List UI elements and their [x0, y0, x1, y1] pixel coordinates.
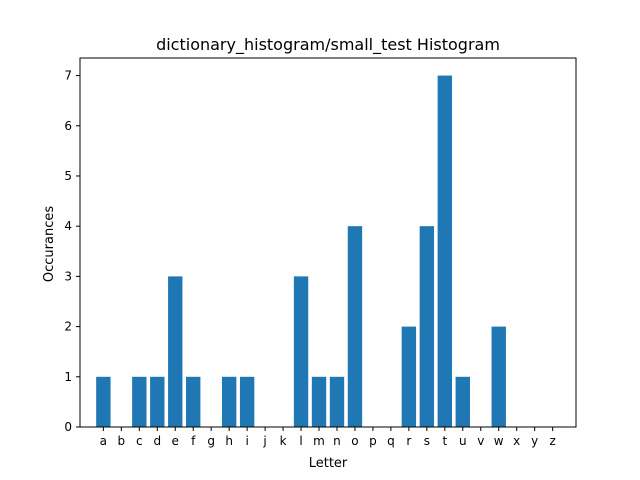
- x-tick-label-e: e: [172, 434, 179, 448]
- y-tick-label-2: 2: [64, 320, 72, 334]
- x-tick-label-b: b: [118, 434, 126, 448]
- plot-area: a b c d e f g h i j k l m n o p q r s t u v w x y z 0 1 2 3 4 5 6 7: [64, 57, 577, 448]
- x-tick-label-i: i: [245, 434, 248, 448]
- x-tick-label-w: w: [494, 434, 504, 448]
- bar-r: [401, 326, 417, 427]
- x-tick-label-z: z: [549, 434, 555, 448]
- bar-a: [96, 376, 111, 427]
- bar-w: [491, 326, 506, 427]
- x-tick-label-k: k: [280, 434, 287, 448]
- y-tick-label-3: 3: [64, 269, 72, 283]
- x-tick-label-n: n: [333, 434, 341, 448]
- chart-title: dictionary_histogram/small_test Histogra…: [156, 35, 500, 55]
- x-tick-label-r: r: [406, 434, 411, 448]
- bar-o: [347, 226, 363, 427]
- x-tick-label-u: u: [459, 434, 467, 448]
- x-tick-label-v: v: [477, 434, 484, 448]
- bar-d: [150, 376, 165, 427]
- x-tick-label-h: h: [225, 434, 233, 448]
- bar-m: [311, 376, 327, 427]
- bar-t: [437, 75, 452, 427]
- x-tick-label-g: g: [207, 434, 215, 448]
- y-tick-label-0: 0: [64, 420, 72, 434]
- bar-n: [329, 376, 345, 427]
- x-tick-label-c: c: [136, 434, 143, 448]
- axes-frame: [79, 57, 577, 428]
- y-axis-label: Occurances: [42, 206, 57, 282]
- x-tick-label-q: q: [387, 434, 395, 448]
- bar-e: [168, 276, 183, 427]
- bar-u: [455, 376, 470, 427]
- y-tick-label-1: 1: [64, 370, 72, 384]
- x-tick-label-o: o: [351, 434, 358, 448]
- y-tick-label-4: 4: [64, 219, 72, 233]
- y-tick-label-7: 7: [64, 69, 72, 83]
- y-tick-label-5: 5: [64, 169, 72, 183]
- y-tick-label-6: 6: [64, 119, 72, 133]
- bar-h: [221, 376, 237, 427]
- x-tick-label-p: p: [369, 434, 377, 448]
- x-tick-label-s: s: [424, 434, 430, 448]
- bar-l: [293, 276, 309, 427]
- x-tick-label-j: j: [262, 434, 266, 448]
- x-tick-label-f: f: [191, 434, 196, 448]
- x-tick-label-y: y: [531, 434, 538, 448]
- x-tick-label-d: d: [153, 434, 161, 448]
- x-tick-label-l: l: [299, 434, 302, 448]
- x-tick-label-x: x: [513, 434, 520, 448]
- x-tick-label-t: t: [442, 434, 447, 448]
- bar-i: [239, 376, 255, 427]
- x-tick-label-m: m: [313, 434, 325, 448]
- bar-c: [132, 376, 147, 427]
- bar-f: [186, 376, 201, 427]
- x-tick-label-a: a: [100, 434, 107, 448]
- bar-s: [419, 226, 435, 427]
- x-axis-label: Letter: [309, 456, 348, 471]
